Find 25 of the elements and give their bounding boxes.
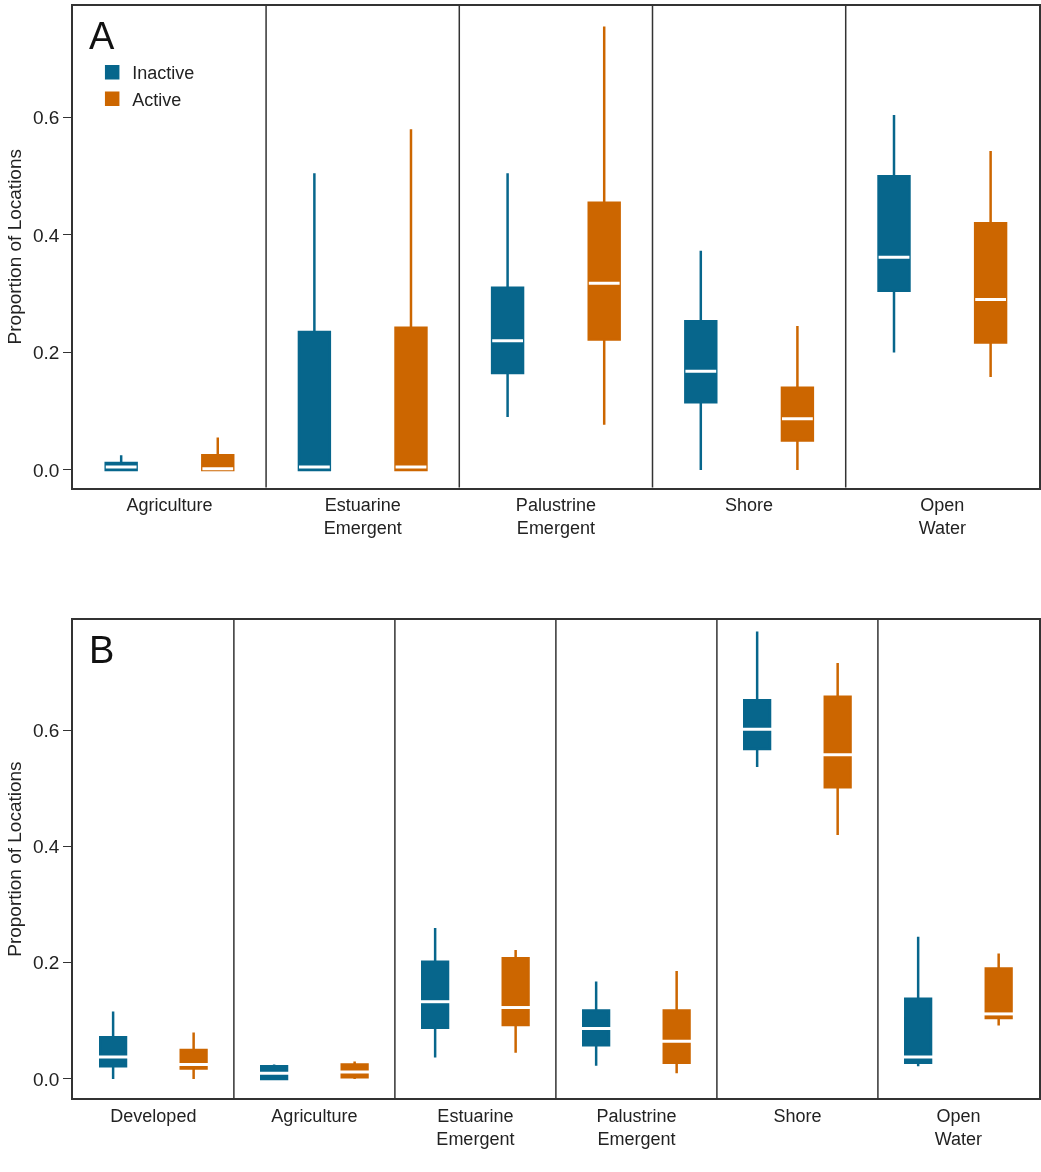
- x-tick-label: Palustrine Emergent: [515, 494, 596, 539]
- y-tick-label: 0.6: [32, 107, 60, 129]
- x-tick-label: Agriculture: [271, 1105, 358, 1126]
- y-tick-label: 0.4: [32, 224, 60, 246]
- legend-label: Inactive: [132, 63, 195, 84]
- x-tick-label: Shore: [773, 1105, 822, 1126]
- y-axis-title: Proportion of Locations: [4, 761, 26, 957]
- chart-title: B: [89, 629, 115, 671]
- y-tick-label: 0.4: [32, 836, 60, 858]
- legend-label: Active: [132, 89, 182, 110]
- y-tick-label: 0.2: [32, 342, 60, 364]
- y-tick-label: 0.2: [32, 952, 60, 974]
- x-tick-label: Open Water: [918, 494, 966, 539]
- y-tick-label: 0.0: [32, 1068, 60, 1090]
- x-tick-label: Palustrine Emergent: [596, 1105, 677, 1149]
- x-tick-label: Agriculture: [126, 494, 213, 515]
- x-tick-label: Developed: [110, 1105, 197, 1126]
- y-tick-label: 0.0: [32, 459, 60, 481]
- y-tick-label: 0.6: [32, 720, 60, 742]
- x-tick-label: Shore: [725, 494, 774, 515]
- x-tick-label: Estuarine Emergent: [323, 494, 402, 539]
- x-tick-label: Estuarine Emergent: [436, 1105, 515, 1149]
- y-axis-title: Proportion of Locations: [4, 149, 26, 345]
- x-tick-label: Open Water: [934, 1105, 983, 1149]
- chart-title: A: [89, 15, 115, 57]
